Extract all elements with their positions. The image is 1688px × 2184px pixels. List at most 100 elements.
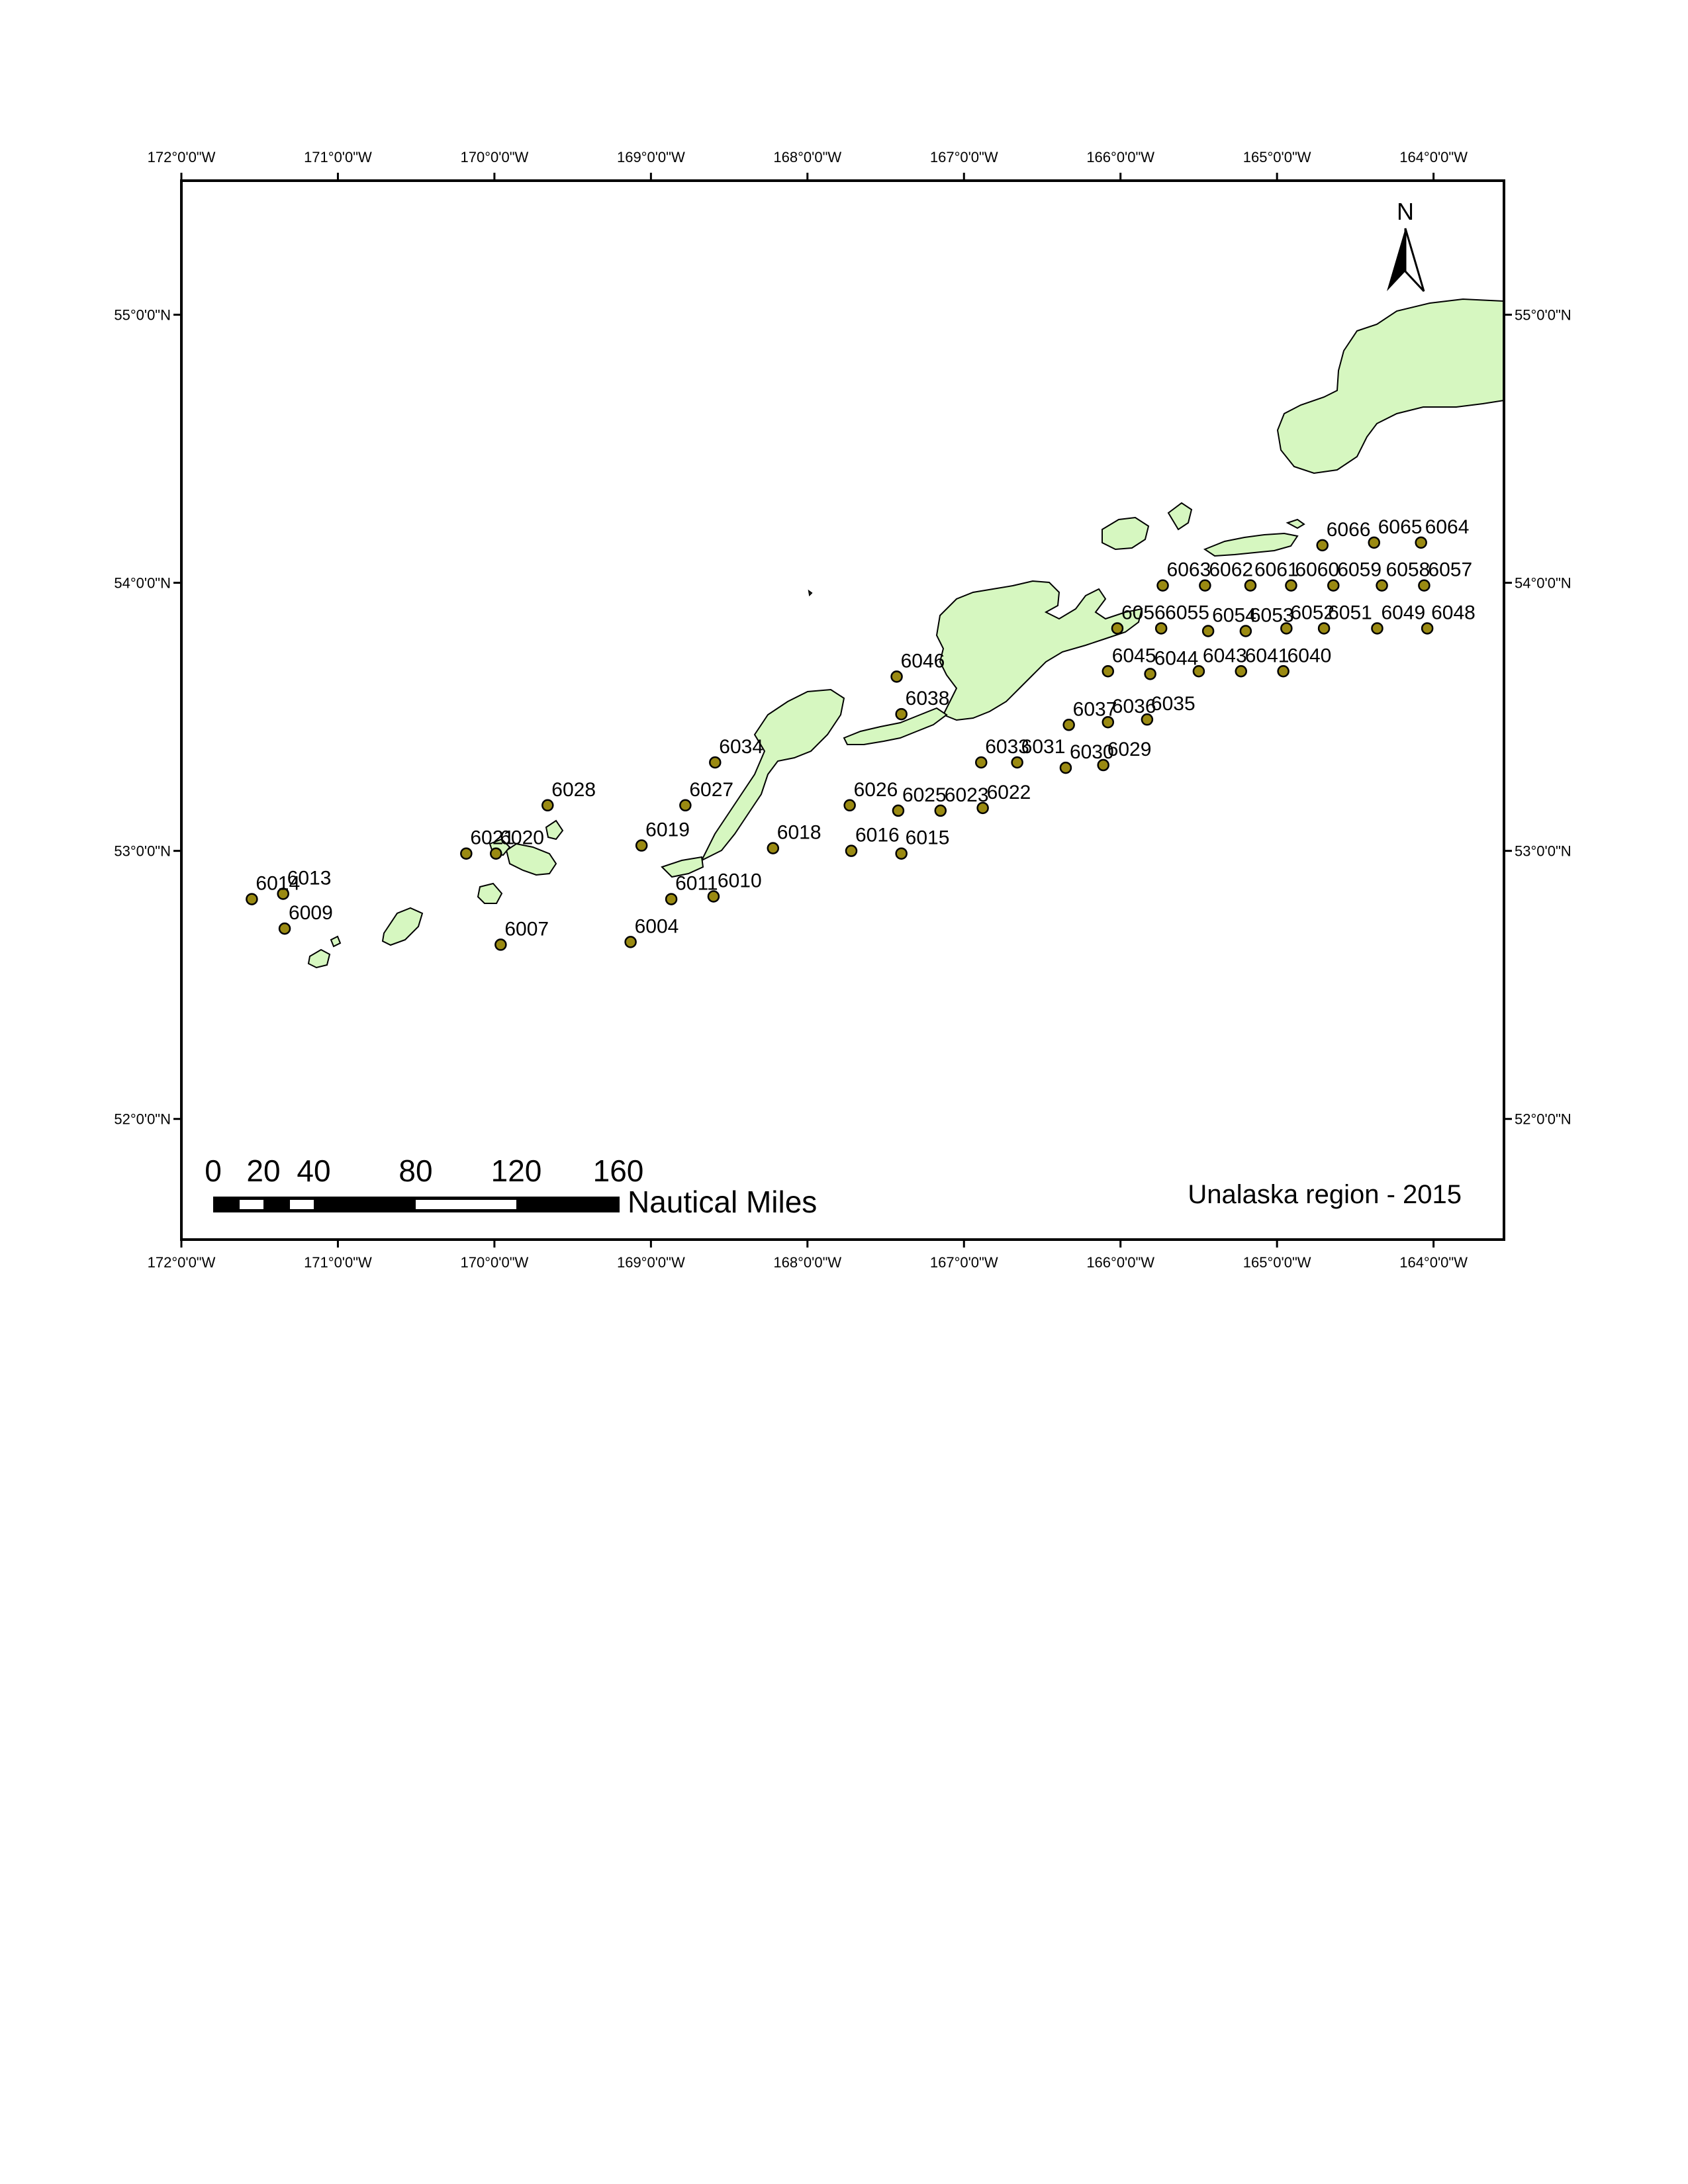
station-marker: [624, 936, 637, 948]
lon-tick-label-top: 170°0'0"W: [461, 149, 529, 165]
scale-label: 0: [205, 1154, 222, 1188]
lat-tick-label-right: 53°0'0"N: [1515, 843, 1571, 860]
station-label: 6030: [1070, 741, 1114, 763]
station-marker: [767, 842, 780, 854]
station-label: 6049: [1381, 602, 1425, 623]
station-label: 6060: [1295, 559, 1339, 581]
station-marker: [845, 844, 858, 857]
scale-label: 40: [297, 1154, 330, 1188]
station-marker: [1199, 579, 1211, 592]
station-marker: [1011, 756, 1023, 769]
land-layer: [307, 298, 1504, 969]
map-frame: [180, 179, 1505, 1241]
station-marker: [1156, 579, 1169, 592]
station-label: 6009: [289, 902, 333, 924]
station-marker: [843, 799, 856, 812]
station-marker: [1415, 536, 1427, 549]
station-label: 6026: [854, 779, 898, 801]
chuginadak-island: [477, 882, 503, 904]
graticule-ticks: 172°0'0"W 172°0'0"W 171°0'0"W 171°0'0"W 170°…: [114, 149, 1571, 1271]
station-label: 6066: [1327, 519, 1371, 541]
lon-tick-label-top: 171°0'0"W: [304, 149, 372, 165]
station-label: 6055: [1165, 602, 1209, 623]
lon-tick-label-top: 172°0'0"W: [148, 149, 216, 165]
station-marker: [246, 893, 258, 905]
islands-of-four-mountains-a: [545, 819, 564, 841]
station-label: 6033: [985, 736, 1029, 758]
lon-tick-label-bottom: 168°0'0"W: [773, 1254, 841, 1271]
scale-label: 80: [399, 1154, 432, 1188]
lon-tick-label-bottom: 167°0'0"W: [930, 1254, 998, 1271]
station-marker: [1059, 761, 1072, 774]
lat-tick-label-left: 54°0'0"N: [114, 575, 171, 592]
station-marker: [635, 839, 648, 852]
lon-tick-label-top: 168°0'0"W: [773, 149, 841, 165]
station-label: 6018: [777, 822, 821, 844]
north-arrow-icon: N: [1387, 198, 1425, 293]
station-label: 6034: [719, 736, 763, 758]
station-marker: [277, 887, 289, 900]
station-marker: [1192, 665, 1205, 678]
islands-of-four-mountains-b: [505, 842, 557, 876]
station-label: 6029: [1107, 739, 1152, 760]
station-label: 6040: [1288, 645, 1332, 666]
station-label: 6043: [1203, 645, 1247, 666]
station-marker: [490, 847, 502, 860]
station-marker: [707, 890, 720, 903]
station-label: 6035: [1151, 693, 1196, 715]
umnak-island: [700, 688, 845, 862]
amukta-island: [330, 935, 342, 948]
station-label: 6053: [1250, 605, 1294, 627]
lat-tick-label-right: 54°0'0"N: [1515, 575, 1571, 592]
akun-island: [1167, 502, 1193, 531]
lat-tick-label-right: 52°0'0"N: [1515, 1111, 1571, 1128]
north-arrow-label: N: [1397, 198, 1414, 225]
scale-label: 160: [593, 1154, 644, 1188]
seguam-island: [307, 948, 331, 969]
station-marker: [1141, 713, 1154, 726]
station-label: 6016: [855, 825, 900, 846]
station-marker: [1154, 622, 1168, 635]
station-marker: [1244, 579, 1257, 592]
lon-tick-label-bottom: 166°0'0"W: [1086, 1254, 1154, 1271]
station-marker: [1418, 579, 1430, 592]
station-label: 6023: [945, 784, 989, 806]
station-label: 6045: [1112, 645, 1156, 666]
station-label: 6057: [1428, 559, 1472, 581]
station-label: 6061: [1254, 559, 1299, 581]
station-label: 6058: [1386, 559, 1430, 581]
station-marker: [1235, 665, 1248, 678]
station-label: 6036: [1112, 696, 1156, 717]
lon-tick-label-top: 169°0'0"W: [617, 149, 685, 165]
station-label: 6010: [718, 870, 762, 892]
alaska-peninsula-island: [1276, 298, 1504, 475]
station-marker: [665, 893, 678, 905]
map-title: Unalaska region - 2015: [1188, 1180, 1462, 1209]
station-label: 6021: [470, 827, 514, 849]
lon-tick-label-top: 166°0'0"W: [1086, 149, 1154, 165]
scale-label: 20: [246, 1154, 280, 1188]
bogoslof-islet: [808, 589, 813, 597]
station-label: 6054: [1212, 605, 1256, 627]
east-small-island: [1286, 518, 1305, 529]
station-marker: [1317, 622, 1331, 635]
station-marker: [895, 847, 908, 860]
station-marker: [1327, 579, 1340, 592]
station-marker: [895, 707, 908, 721]
lat-tick-label-right: 55°0'0"N: [1515, 307, 1571, 324]
station-marker: [934, 804, 947, 817]
station-marker: [1421, 622, 1434, 635]
station-label: 6020: [500, 827, 544, 849]
station-label: 6007: [504, 918, 549, 940]
lon-tick-label-bottom: 169°0'0"W: [617, 1254, 685, 1271]
lon-tick-label-top: 165°0'0"W: [1243, 149, 1311, 165]
station-marker: [1376, 579, 1388, 592]
station-marker: [1111, 622, 1124, 635]
station-label: 6031: [1021, 736, 1066, 758]
station-label: 6051: [1328, 602, 1372, 623]
station-marker: [892, 804, 905, 817]
lat-tick-label-left: 55°0'0"N: [114, 307, 171, 324]
station-marker: [1280, 622, 1293, 635]
lon-tick-label-bottom: 165°0'0"W: [1243, 1254, 1311, 1271]
